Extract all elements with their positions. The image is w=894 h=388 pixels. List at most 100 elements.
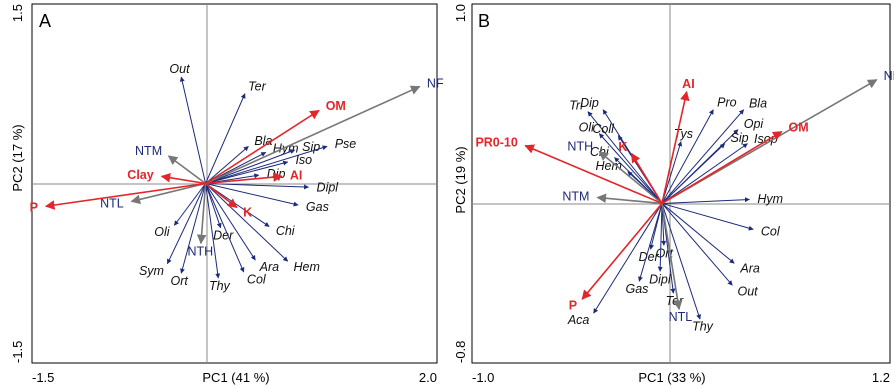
label-species-dip: Dip <box>267 167 286 181</box>
label-functional_groups-ntl: NTL <box>100 196 124 210</box>
arrow-species-gas <box>638 203 663 282</box>
label-environment-k: K <box>618 140 627 154</box>
label-species-pse: Pse <box>335 137 357 151</box>
label-species-dipl: Dipl <box>649 272 672 286</box>
label-environment-pr0-10: PR0-10 <box>475 135 517 149</box>
label-species-oli: Oli <box>154 225 171 239</box>
label-species-iso: Iso <box>295 153 312 167</box>
label-species-sip: Sip <box>730 131 748 145</box>
label-species-col: Col <box>761 225 781 239</box>
label-species-coll: Coll <box>592 122 615 136</box>
arrow-species-sip <box>205 149 296 184</box>
panel-a-x-axis-label: PC1 (41 %) <box>202 370 269 385</box>
label-species-aca: Aca <box>567 313 590 327</box>
label-environment-om: OM <box>326 99 346 113</box>
arrow-functional_groups-nf <box>205 85 421 185</box>
arrow-environment-om <box>661 130 783 205</box>
label-species-tri: Tri <box>569 98 584 112</box>
arrow-species-ter <box>205 93 246 184</box>
label-species-hem: Hem <box>294 260 320 274</box>
panel-a-xtick-max: 2.0 <box>419 370 437 385</box>
label-species-hym: Hym <box>757 192 783 206</box>
arrow-environment-k <box>630 152 663 204</box>
label-species-dipl: Dipl <box>317 180 340 194</box>
label-species-ara: Ara <box>259 260 280 274</box>
label-species-out: Out <box>169 62 190 76</box>
panel-b-ytick-min: -0.8 <box>453 341 468 363</box>
arrow-species-sip <box>661 143 726 204</box>
label-species-thy: Thy <box>692 320 714 334</box>
label-functional_groups-nth: NTH <box>567 139 593 153</box>
arrow-species-der <box>205 183 222 229</box>
label-species-ter: Ter <box>666 294 684 308</box>
label-species-dip: Dip <box>580 96 599 110</box>
label-functional_groups-nf: NF <box>427 76 444 90</box>
arrow-species-pse <box>205 145 328 184</box>
arrow-species-dipl <box>205 183 310 190</box>
panel-a: A -1.5 2.0 1.5 -1.5 PC1 (41 %) PC2 (17 %… <box>10 3 444 385</box>
arrow-species-gas <box>205 183 299 207</box>
label-species-ara: Ara <box>739 261 760 275</box>
label-environment-ai: AI <box>290 169 303 183</box>
label-functional_groups-ntm: NTM <box>135 144 162 158</box>
label-species-isop: Isop <box>754 132 778 146</box>
panel-b: B -1.0 1.2 1.0 -0.8 PC1 (33 %) PC2 (19 %… <box>453 3 894 385</box>
arrow-functional_groups-nth <box>598 150 663 205</box>
arrow-species-sym <box>166 183 207 265</box>
label-environment-p: P <box>30 200 38 214</box>
panel-b-letter: B <box>478 11 490 31</box>
label-species-out: Out <box>738 284 759 298</box>
arrow-species-aca <box>593 203 663 314</box>
label-species-gas: Gas <box>306 200 329 214</box>
arrow-species-bla <box>661 109 745 204</box>
label-species-pro: Pro <box>717 96 737 110</box>
panel-a-letter: A <box>39 11 51 31</box>
label-environment-k: K <box>243 205 252 219</box>
panel-b-xtick-max: 1.2 <box>872 370 890 385</box>
arrow-species-thy <box>661 203 701 320</box>
panel-b-frame <box>471 3 891 364</box>
arrow-species-tys <box>661 141 683 204</box>
panel-b-x-axis-label: PC1 (33 %) <box>638 370 705 385</box>
arrow-species-bla <box>205 146 249 184</box>
panel-a-ytick-min: -1.5 <box>10 341 25 363</box>
label-environment-p: P <box>569 298 577 312</box>
arrow-species-pro <box>661 109 714 204</box>
label-environment-om: OM <box>789 121 809 135</box>
arrow-environment-ai <box>661 90 690 204</box>
arrow-species-hym <box>661 197 750 204</box>
arrow-species-col <box>205 183 245 273</box>
label-species-sym: Sym <box>139 264 164 278</box>
arrow-species-out <box>661 203 733 286</box>
arrow-species-isop <box>661 143 748 204</box>
arrow-species-ara <box>661 203 735 264</box>
arrow-species-col <box>661 202 754 231</box>
label-species-col: Col <box>247 272 267 286</box>
arrow-species-oli <box>173 183 206 226</box>
arrow-species-iso <box>205 160 289 184</box>
label-functional_groups-ntm: NTM <box>562 190 589 204</box>
label-species-ter: Ter <box>248 79 266 93</box>
arrow-species-ort <box>661 203 667 246</box>
label-species-chi: Chi <box>276 224 296 238</box>
arrow-species-ort <box>180 183 207 274</box>
arrow-environment-p <box>44 182 206 210</box>
label-environment-clay: Clay <box>127 168 153 182</box>
panel-a-ytick-max: 1.5 <box>10 4 25 22</box>
label-species-opi: Opi <box>744 117 765 131</box>
arrow-species-tri <box>587 111 663 204</box>
arrow-environment-pr0-10 <box>524 144 663 205</box>
arrow-species-dipl <box>657 203 663 272</box>
arrow-environment-ai <box>205 172 283 185</box>
arrow-environment-k <box>205 182 238 209</box>
arrow-environment-om <box>205 109 320 185</box>
label-functional_groups-ntl: NTL <box>669 310 693 324</box>
label-species-der: Der <box>639 250 660 264</box>
arrow-environment-clay <box>160 172 206 185</box>
label-functional_groups-nth: NTH <box>187 244 213 258</box>
label-environment-ai: AI <box>682 77 695 91</box>
arrow-functional_groups-ntm <box>596 193 663 205</box>
